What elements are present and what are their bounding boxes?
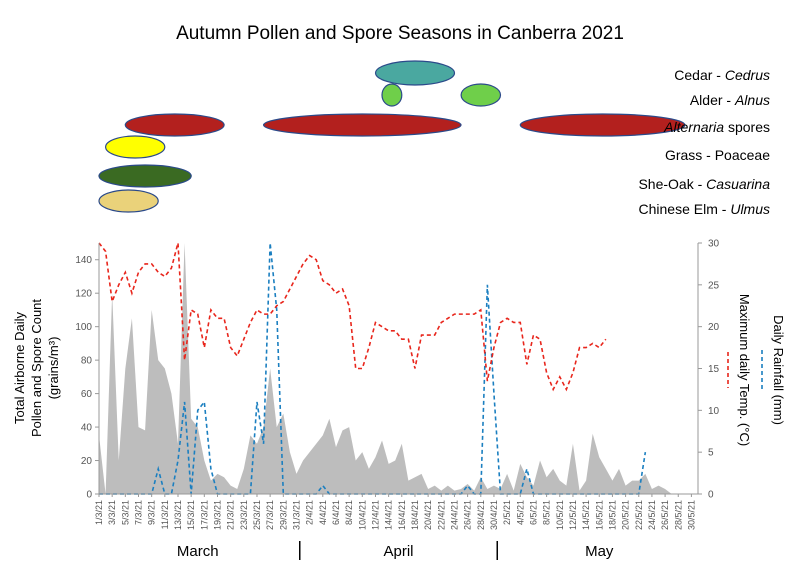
x-tick-label: 27/3/21 [265,500,275,530]
chart-title: Autumn Pollen and Spore Seasons in Canbe… [176,23,624,44]
x-tick-label: 25/3/21 [252,500,262,530]
x-tick-label: 3/3/21 [107,500,117,525]
x-tick-label: 2/5/21 [502,500,512,525]
pollen-count-area [99,243,698,494]
x-tick-label: 2/4/21 [305,500,315,525]
x-tick-label: 16/5/21 [594,500,604,530]
x-tick-label: 12/4/21 [370,500,380,530]
x-tick-label: 16/4/21 [397,500,407,530]
x-tick-label: 17/3/21 [199,500,209,530]
season-bar-cedrus [374,60,456,86]
x-tick-label: 28/5/21 [673,500,683,530]
legend-label: Alternaria spores [663,119,770,135]
x-tick-label: 24/5/21 [647,500,657,530]
x-tick-label: 20/5/21 [621,500,631,530]
x-tick-label: 1/3/21 [94,500,104,525]
x-tick-label: 11/3/21 [160,500,170,529]
axes: 0 20 40 60 80 100 120 140 0 5 10 15 20 25 30 1/3/21 3/3/… [12,239,786,560]
right-tick-label: 5 [708,448,714,459]
season-bar-poaceae [104,135,166,159]
temperature-axis-title: Maximum daily Temp. (°C) [737,294,752,446]
x-tick-label: 14/4/21 [384,500,394,530]
x-tick-label: 9/3/21 [147,500,157,525]
season-bar-alternaria [519,113,686,137]
plot-area [98,242,698,495]
right-tick-label: 25 [708,280,720,291]
left-tick-label: 100 [75,322,92,333]
x-tick-label: 19/3/21 [212,500,222,530]
x-tick-label: 28/4/21 [476,500,486,530]
x-tick-label: 26/4/21 [463,500,473,530]
season-bar-alternaria [262,113,462,137]
x-tick-label: 23/3/21 [239,500,249,530]
right-tick-label: 0 [708,490,714,501]
x-tick-label: 18/5/21 [607,500,617,530]
season-bar-alnus [460,83,502,107]
left-tick-label: 80 [81,356,93,367]
x-tick-label: 4/4/21 [318,500,328,525]
x-tick-label: 10/5/21 [555,500,565,530]
x-tick-label: 7/3/21 [133,500,143,525]
x-tick-label: 13/3/21 [173,500,183,530]
rainfall-axis-title: Daily Rainfall (mm) [771,315,786,425]
season-bar-alnus [381,83,403,107]
legend-label: She-Oak - Casuarina [638,176,770,192]
x-tick-label: 5/3/21 [120,500,130,525]
right-tick-label: 20 [708,322,720,333]
x-tick-label: 20/4/21 [423,500,433,530]
legend: Cedar - Cedrus Alder - Alnus Alternaria sp… [638,67,770,217]
x-tick-label: 26/5/21 [660,500,670,530]
season-bar-casuarina [98,164,192,188]
x-tick-label: 22/5/21 [634,500,644,530]
x-tick-label: 4/5/21 [515,500,525,525]
x-tick-label: 22/4/21 [436,500,446,530]
x-tick-label: 10/4/21 [357,500,367,530]
season-bars [98,60,686,213]
x-tick-label: 6/4/21 [331,500,341,525]
x-tick-label: 21/3/21 [226,500,236,530]
x-tick-label: 30/5/21 [686,500,696,530]
season-bar-ulmus [98,189,159,213]
x-tick-label: 6/5/21 [528,500,538,525]
left-tick-label: 140 [75,255,92,266]
legend-label: Grass - Poaceae [665,147,770,163]
left-tick-label: 120 [75,289,92,300]
x-tick-label: 14/5/21 [581,500,591,530]
right-tick-label: 10 [708,406,720,417]
legend-label: Alder - Alnus [690,92,770,108]
month-label: March [177,543,219,560]
left-axis-title: (grains/m³) [46,337,61,400]
left-tick-label: 20 [81,456,93,467]
x-tick-label: 18/4/21 [410,500,420,530]
month-label: May [585,543,614,560]
temperature-line [98,242,607,392]
x-tick-label: 30/4/21 [489,500,499,530]
month-label: April [383,543,413,560]
left-tick-label: 0 [86,490,92,501]
left-tick-label: 40 [81,423,93,434]
x-tick-label: 24/4/21 [449,500,459,530]
left-axis-title: Pollen and Spore Count [29,299,44,437]
right-tick-label: 15 [708,364,720,375]
legend-label: Chinese Elm - Ulmus [639,201,770,217]
x-tick-label: 12/5/21 [568,500,578,530]
season-bar-alternaria [124,113,225,137]
x-tick-label: 8/4/21 [344,500,354,525]
left-axis-title: Total Airborne Daily [12,312,27,424]
legend-label: Cedar - Cedrus [674,67,770,83]
x-tick-label: 31/3/21 [291,500,301,530]
x-tick-label: 8/5/21 [542,500,552,525]
right-tick-label: 30 [708,239,720,250]
x-tick-label: 15/3/21 [186,500,196,530]
x-tick-label: 29/3/21 [278,500,288,530]
left-tick-label: 60 [81,389,93,400]
